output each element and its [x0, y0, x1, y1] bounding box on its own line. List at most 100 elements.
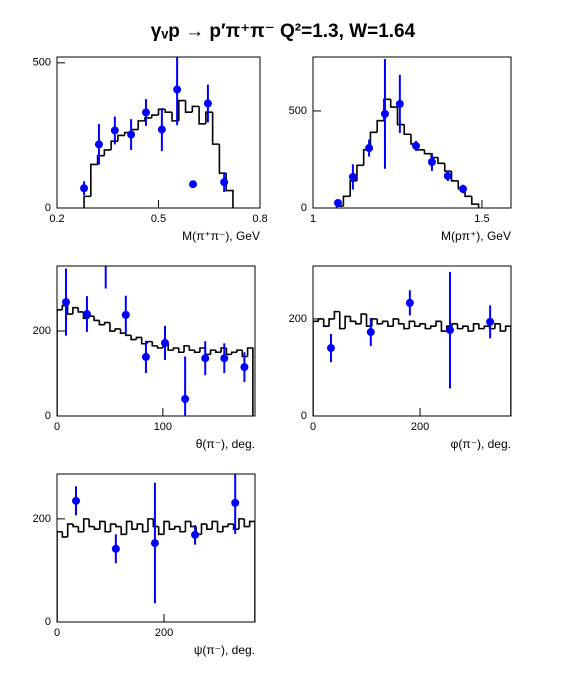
- histogram-bin: [230, 351, 237, 355]
- histogram-bin: [88, 518, 95, 528]
- histogram-bin: [164, 109, 173, 113]
- histogram-bin: [61, 531, 68, 538]
- histogram-bin: [483, 325, 490, 329]
- histogram-bin: [467, 326, 474, 332]
- x-axis-label: φ(π⁻), deg.: [451, 437, 511, 451]
- x-axis-label: M(pπ⁺), GeV: [441, 229, 511, 243]
- data-point: [150, 539, 159, 548]
- histogram-bin: [227, 523, 234, 527]
- histogram-bin: [93, 526, 100, 530]
- histogram-bin: [403, 323, 410, 330]
- histogram-bin: [376, 119, 384, 133]
- histogram-bin: [150, 114, 159, 118]
- histogram-bin: [413, 321, 421, 327]
- histogram-bin: [104, 521, 111, 533]
- histogram-bin: [435, 320, 442, 327]
- histogram-bin: [72, 524, 79, 528]
- histogram-bin: [82, 518, 90, 532]
- y-tick-label: 200: [33, 513, 51, 525]
- histogram-bin: [389, 99, 398, 108]
- data-point: [173, 85, 182, 94]
- x-tick-label: 0.8: [252, 213, 267, 225]
- data-point: [220, 354, 229, 363]
- histogram-bin: [424, 323, 431, 330]
- histogram-bin: [376, 318, 383, 325]
- histogram-bin: [423, 149, 432, 155]
- histogram-bin: [72, 306, 79, 315]
- x-axis-label: θ(π⁻), deg.: [196, 437, 255, 451]
- histogram-bin: [57, 308, 63, 416]
- data-point: [220, 178, 229, 187]
- histogram-bin: [135, 336, 142, 340]
- frame: [312, 56, 512, 209]
- histogram-bin: [131, 521, 138, 530]
- histogram-bin: [238, 518, 245, 530]
- data-point: [231, 498, 240, 507]
- y-tick-label: 0: [45, 202, 51, 214]
- histogram-bin: [471, 196, 480, 208]
- histogram-bin: [218, 144, 227, 174]
- data-point: [334, 198, 343, 207]
- histogram-bin: [119, 328, 126, 334]
- histogram-bin: [396, 107, 405, 126]
- histogram-bin: [183, 345, 190, 353]
- histogram-bin: [408, 320, 415, 329]
- y-tick-label: 0: [301, 202, 307, 214]
- histogram-bin: [156, 345, 163, 349]
- figure-title: γᵥp → p′π⁺π⁻ Q²=1.3, W=1.64: [151, 21, 416, 42]
- x-tick-label: 1: [310, 213, 316, 225]
- data-point: [365, 144, 374, 153]
- histogram-bin: [103, 321, 110, 325]
- frame: [56, 473, 256, 623]
- data-point: [110, 126, 119, 135]
- histogram-bin: [371, 318, 378, 327]
- histogram-bin: [77, 526, 84, 533]
- histogram-bin: [333, 310, 340, 319]
- histogram-bin: [216, 521, 223, 533]
- histogram-bin: [355, 321, 362, 325]
- x-tick-label: 0.5: [151, 213, 166, 225]
- histogram-bin: [115, 524, 122, 528]
- x-tick-label: 0: [54, 421, 60, 433]
- histogram-bin: [225, 173, 234, 208]
- histogram-bin: [462, 325, 469, 329]
- data-point: [189, 180, 198, 189]
- y-tick-label: 500: [33, 57, 51, 69]
- data-point: [161, 338, 169, 347]
- histogram-bin: [198, 106, 206, 125]
- frame: [56, 265, 256, 417]
- histogram-bin: [193, 350, 200, 354]
- histogram-bin: [381, 320, 388, 324]
- histogram-bin: [443, 163, 452, 172]
- data-point: [348, 172, 357, 181]
- histogram-bin: [144, 117, 152, 121]
- histogram-bin: [125, 520, 132, 535]
- histogram-bin: [225, 348, 232, 356]
- data-point: [405, 298, 414, 307]
- histogram-bin: [344, 315, 351, 329]
- histogram-bin: [205, 111, 213, 124]
- frame: [56, 56, 261, 209]
- panel: [57, 266, 254, 416]
- histogram-bin: [419, 322, 426, 327]
- x-tick-label: 0: [310, 421, 316, 433]
- histogram-bin: [172, 347, 179, 351]
- histogram-bin: [199, 347, 206, 353]
- x-tick-label: 200: [155, 627, 173, 639]
- data-point: [62, 298, 70, 307]
- y-tick-label: 0: [45, 410, 51, 422]
- data-point: [366, 328, 375, 337]
- data-point: [427, 158, 436, 167]
- histogram-bin: [338, 311, 346, 330]
- histogram-bin: [152, 518, 159, 528]
- histogram-bin: [184, 100, 193, 113]
- data-point: [157, 125, 166, 134]
- histogram-bin: [77, 307, 84, 313]
- histogram-bin: [151, 341, 158, 347]
- panel: [57, 474, 255, 622]
- histogram-bin: [342, 195, 351, 207]
- histogram-bin: [177, 348, 185, 354]
- histogram-bin: [157, 526, 165, 536]
- histogram-bin: [173, 525, 181, 530]
- x-tick-label: 0: [54, 627, 60, 639]
